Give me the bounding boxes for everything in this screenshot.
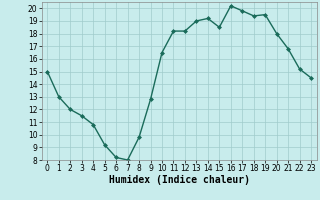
X-axis label: Humidex (Indice chaleur): Humidex (Indice chaleur) — [109, 175, 250, 185]
